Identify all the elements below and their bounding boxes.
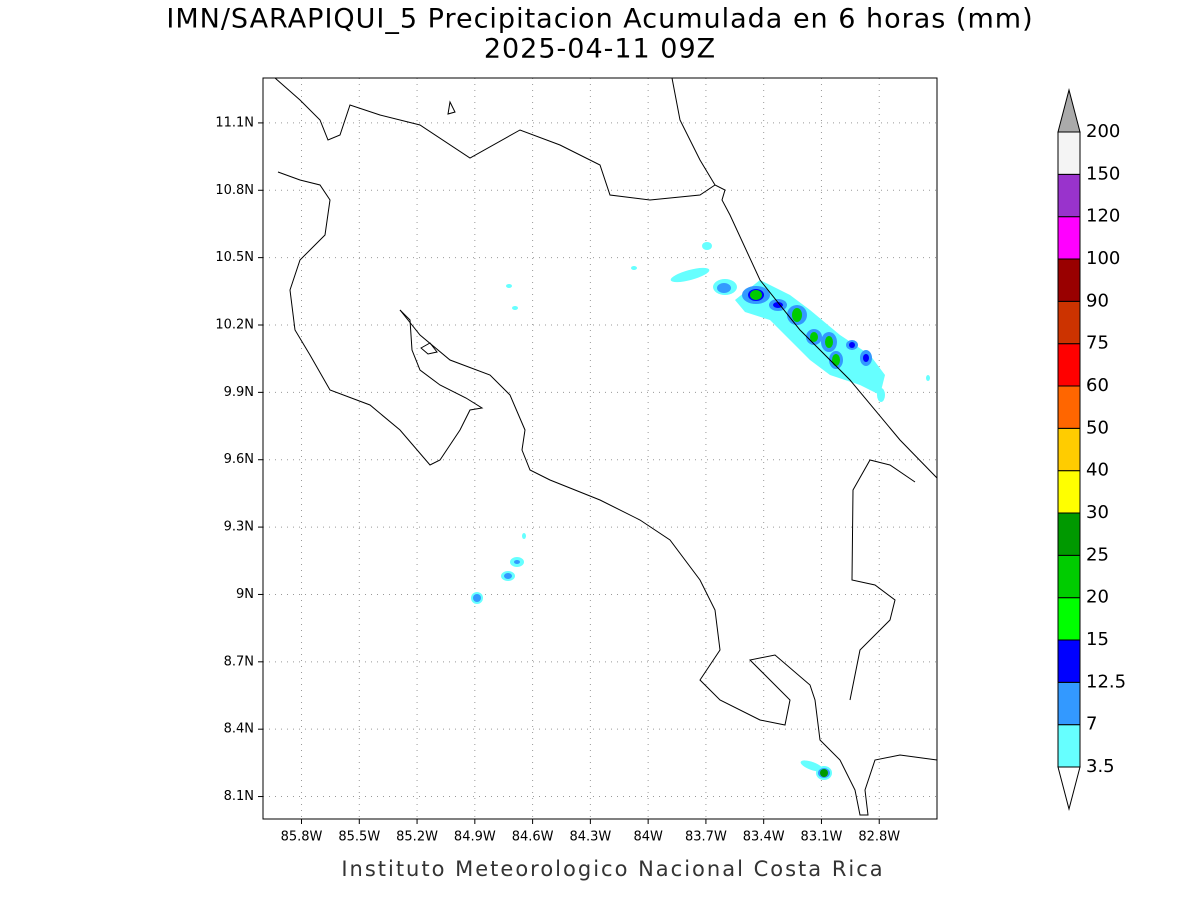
colorbar-over [1057,88,1081,133]
x-tick-label: 83.7W [685,830,727,845]
y-tick-label: 10.5N [215,250,254,265]
colorbar-label: 30 [1086,502,1109,523]
colorbar-box [1057,173,1081,218]
colorbar-label: 25 [1086,544,1109,565]
y-tick-label: 8.1N [224,789,254,804]
x-tick-label: 82.8W [858,830,900,845]
y-tick-label: 9.3N [224,520,254,535]
x-tick-label: 84.9W [454,830,496,845]
colorbar-label: 20 [1086,587,1109,608]
colorbar-box [1057,597,1081,641]
colorbar-box [1057,427,1081,472]
axes: 85.8W 85.5W 85.2W 84.9W 84.6W 84.3W 84W 83.7W 83… [215,115,900,844]
colorbar-box [1057,681,1081,726]
colorbar-box [1057,258,1081,302]
y-tick-label: 9.9N [224,385,254,400]
colorbar-label: 60 [1086,375,1109,396]
colorbar-label: 75 [1086,333,1109,354]
colorbar-label: 3.5 [1086,756,1115,777]
colorbar-label: 40 [1086,460,1109,481]
x-tick-label: 85.5W [338,830,380,845]
colorbar-box [1057,216,1081,260]
colorbar-label: 90 [1086,290,1109,311]
colorbar-under [1057,766,1081,811]
colorbar-label: 200 [1086,121,1120,142]
x-tick-label: 85.2W [396,830,438,845]
colorbar-label: 12.5 [1086,671,1126,692]
x-tick-label: 83.1W [801,830,843,845]
colorbar-box [1057,300,1081,345]
colorbar-box [1057,639,1081,683]
x-tick-label: 85.8W [281,830,323,845]
colorbar-label: 7 [1086,714,1097,735]
colorbar-box [1057,512,1081,556]
colorbar-label: 100 [1086,248,1120,269]
y-tick-label: 8.7N [224,654,254,669]
colorbar-box [1057,470,1081,514]
map-frame [262,77,938,820]
colorbar-box [1057,724,1081,768]
x-tick-label: 84.3W [569,830,611,845]
colorbar-label: 150 [1086,163,1120,184]
colorbar-box [1057,385,1081,429]
colorbar-box [1057,343,1081,387]
y-tick-label: 8.4N [224,722,254,737]
x-tick-label: 84.6W [512,830,554,845]
y-tick-label: 11.1N [215,115,254,130]
footer: Instituto Meteorologico Nacional Costa R… [341,857,884,881]
colorbar-box [1057,131,1081,175]
x-tick-label: 83.4W [743,830,785,845]
coastlines [274,77,938,816]
colorbar-label: 15 [1086,629,1109,650]
y-tick-label: 9.6N [224,452,254,467]
colorbar-box [1057,554,1081,599]
y-tick-label: 10.8N [215,183,254,198]
colorbar-label: 50 [1086,417,1109,438]
subtitle: 2025-04-11 09Z [484,34,716,65]
x-tick-label: 84W [633,830,663,845]
colorbar: 3.5 7 12.5 15 20 25 30 40 50 60 75 90 100 120 150 200 [1057,88,1126,811]
grid [263,78,937,819]
title: IMN/SARAPIQUI_5 Precipitacion Acumulada … [166,4,1033,35]
colorbar-label: 120 [1086,206,1120,227]
y-tick-label: 10.2N [215,318,254,333]
y-tick-label: 9N [236,587,254,602]
precipitation [471,242,930,780]
